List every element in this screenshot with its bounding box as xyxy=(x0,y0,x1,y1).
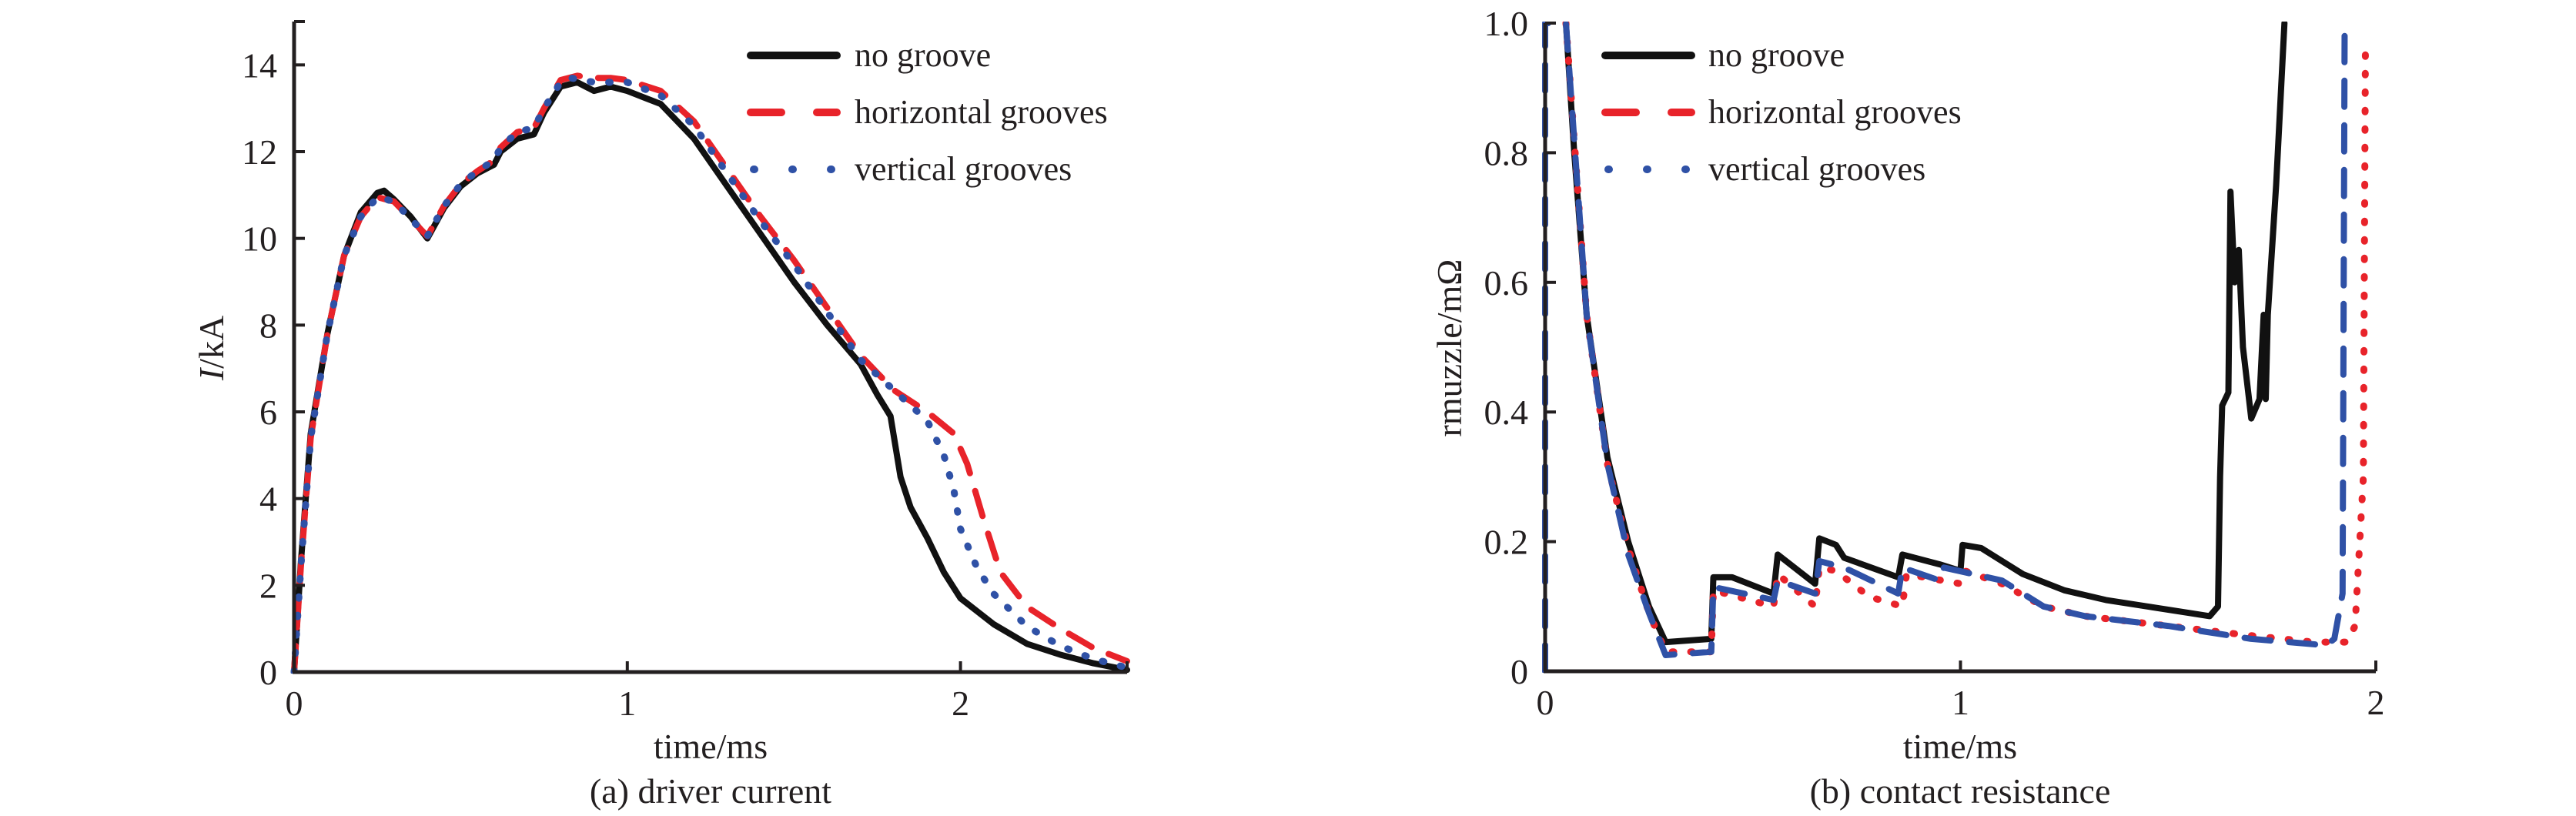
x-axis-label: time/ms xyxy=(1903,727,2017,766)
y-tick-label: 0.6 xyxy=(1484,263,1529,303)
y-tick-label: 2 xyxy=(259,566,277,605)
x-tick-label: 0 xyxy=(1537,683,1554,722)
legend-label-horizontal-grooves: horizontal grooves xyxy=(1708,93,1962,131)
legend-label-no-groove: no groove xyxy=(1708,36,1845,74)
x-tick-label: 2 xyxy=(2367,683,2385,722)
panel-contact-resistance: 0 0.2 0.4 0.6 0.8 1.0 0 1 2 no groove horizontal … xyxy=(1430,4,2385,811)
x-axis-label: time/ms xyxy=(654,727,768,766)
y-tick-label: 0.8 xyxy=(1484,133,1529,172)
axes xyxy=(292,20,1129,674)
legend: no groove horizontal grooves vertical groo… xyxy=(747,36,1108,188)
y-tick-label: 0 xyxy=(259,653,277,692)
series-layer xyxy=(290,72,1131,674)
x-tick-label: 1 xyxy=(1952,683,1969,722)
y-axis-label: rmuzzle/mΩ xyxy=(1430,259,1469,437)
series-line-vertical-grooves xyxy=(1542,22,2348,673)
caption: (b) contact resistance xyxy=(1810,771,2111,811)
y-tick-label: 4 xyxy=(259,480,277,519)
y-axis-label-unit: rmuzzle/mΩ xyxy=(1430,259,1469,437)
y-tick-label: 8 xyxy=(259,306,277,345)
series-line-vertical-grooves xyxy=(290,74,1131,674)
y-axis-label-italic: I xyxy=(192,366,231,381)
y-axis-label-unit: /kA xyxy=(192,316,231,369)
caption: (a) driver current xyxy=(590,771,831,811)
y-axis-label: I/kA xyxy=(192,316,231,381)
legend: no groove horizontal grooves vertical groo… xyxy=(1601,36,1962,188)
y-tick-label: 10 xyxy=(242,219,277,259)
x-tick-label: 0 xyxy=(286,684,303,723)
y-tick-label: 0.2 xyxy=(1484,523,1529,562)
y-tick-label: 6 xyxy=(259,393,277,432)
legend-label-vertical-grooves: vertical grooves xyxy=(855,150,1072,188)
legend-label-no-groove: no groove xyxy=(855,36,991,74)
y-tick-label: 1.0 xyxy=(1484,4,1529,43)
y-tick-label: 14 xyxy=(242,45,277,85)
legend-label-horizontal-grooves: horizontal grooves xyxy=(855,93,1108,131)
legend-label-vertical-grooves: vertical grooves xyxy=(1708,150,1925,188)
y-tick-label: 0 xyxy=(1510,652,1528,691)
series-line-no-groove xyxy=(291,79,1130,674)
series-layer xyxy=(1542,22,2369,673)
ticks: 0 0.2 0.4 0.6 0.8 1.0 0 1 2 xyxy=(1484,4,2385,722)
y-tick-label: 0.4 xyxy=(1484,393,1529,432)
x-tick-label: 2 xyxy=(952,684,969,723)
y-tick-label: 12 xyxy=(242,132,277,172)
x-tick-label: 1 xyxy=(618,684,636,723)
